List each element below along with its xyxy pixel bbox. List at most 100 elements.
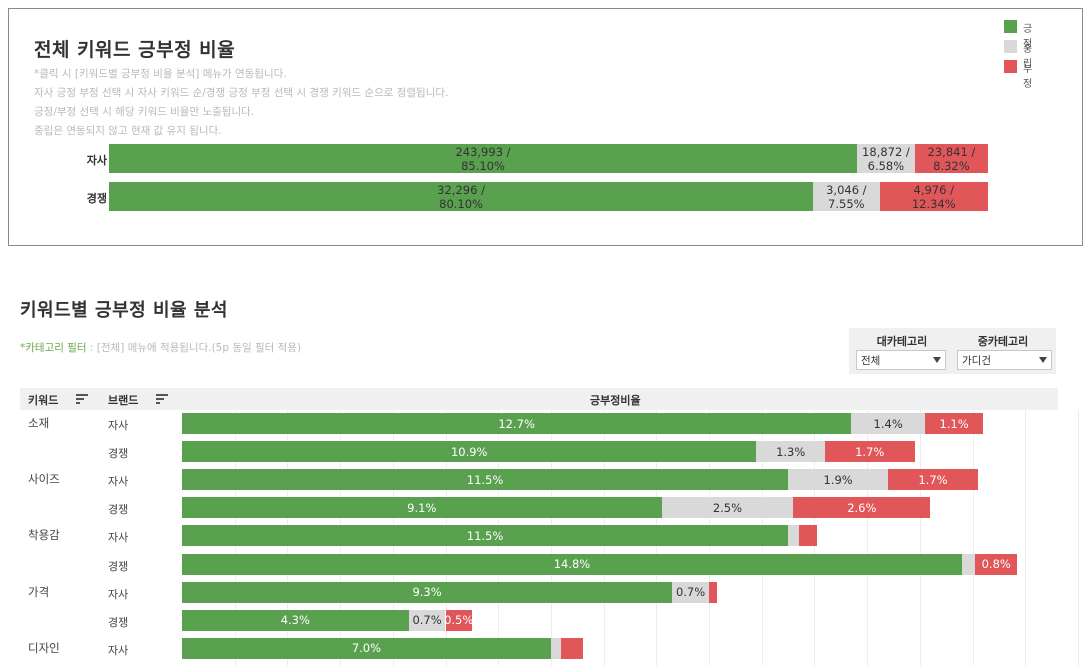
bar-negative[interactable]: 1.1% (925, 413, 984, 434)
table-header: 키워드 브랜드 긍부정비율 (20, 388, 1058, 410)
bar-neutral-0[interactable]: 18,872 / 6.58% (857, 144, 915, 173)
bar-negative[interactable]: 1.7% (888, 469, 978, 491)
bar-label: 12.7% (498, 416, 535, 431)
bar-neutral[interactable]: 0.7% (408, 609, 446, 631)
bar-positive[interactable]: 9.3% (182, 581, 673, 603)
legend-label-negative: 부정 (1023, 64, 1033, 90)
bar-label: 0.8% (981, 557, 1011, 571)
bar-label: 11.5% (466, 528, 504, 543)
bar-label: 1.4% (873, 416, 903, 431)
chevron-down-icon[interactable] (933, 357, 941, 363)
keyword-label: 착용감 (28, 528, 60, 543)
bar-negative[interactable] (561, 637, 583, 659)
keyword-label: 소재 (28, 416, 50, 430)
bar-label: 4.3% (280, 613, 310, 628)
sort-icon[interactable] (156, 394, 168, 404)
sub-category-label: 중카테고리 (977, 335, 1029, 348)
gridline (1077, 410, 1079, 666)
bar-neutral[interactable]: 0.7% (672, 581, 709, 603)
ratio-column-header: 긍부정비율 (590, 394, 641, 407)
keyword-label: 디자인 (28, 640, 60, 655)
brand-label: 경쟁 (108, 503, 129, 517)
bar-positive-0[interactable]: 243,993 / 85.10% (109, 144, 858, 173)
bar-negative[interactable] (709, 581, 717, 603)
bar-neutral[interactable]: 1.9% (788, 469, 889, 491)
bar-positive[interactable]: 7.0% (182, 637, 551, 659)
row-label-competitor: 경쟁 (86, 192, 107, 205)
bar-neutral[interactable]: 2.5% (661, 497, 794, 519)
bar-label: 2.6% (847, 500, 877, 515)
bar-label: 1.7% (918, 472, 948, 487)
bar-neutral[interactable] (961, 553, 976, 575)
bar-positive[interactable]: 11.5% (182, 469, 789, 491)
bar-label: 10.9% (450, 444, 488, 459)
major-category-value: 전체 (861, 355, 881, 367)
filter-note-text: : [전체] 메뉴에 적용됩니다.(5p 동일 필터 적용) (86, 342, 302, 354)
bar-neutral[interactable]: 1.3% (756, 441, 825, 463)
chevron-down-icon[interactable] (1039, 357, 1047, 363)
overall-sentiment-title: 전체 키워드 긍부정 비율 (34, 39, 236, 61)
bar-label: 14.8% (553, 557, 591, 571)
legend-label-positive: 긍정 (1023, 24, 1033, 50)
note-line-2: 자사 긍정 부정 선택 시 자사 키워드 순/경쟁 긍정 부정 선택 시 경쟁 … (34, 87, 449, 99)
bar-positive[interactable]: 9.1% (182, 497, 662, 519)
bar-label: 11.5% (466, 472, 504, 487)
bar-neutral-1[interactable]: 3,046 / 7.55% (813, 182, 880, 211)
legend-swatch-negative (1004, 60, 1017, 73)
bar-label: 23,841 / 8.32% (927, 144, 976, 173)
bar-label: 0.7% (675, 585, 706, 600)
gridline (1025, 410, 1027, 666)
note-line-3: 긍정/부정 선택 시 해당 키워드 비율만 노출됩니다. (34, 106, 255, 118)
bar-label: 7.0% (351, 641, 382, 656)
gridline (919, 410, 921, 666)
bar-neutral[interactable] (788, 525, 799, 547)
bar-label: 1.3% (776, 444, 806, 459)
bar-negative[interactable]: 1.7% (824, 441, 915, 463)
brand-label: 경쟁 (108, 447, 129, 461)
bar-label: 0.5% (445, 613, 472, 628)
note-line-4: 중립은 연동되지 않고 현재 값 유지 됩니다. (34, 125, 222, 137)
bar-positive[interactable]: 12.7% (182, 413, 852, 434)
brand-label: 자사 (108, 475, 129, 489)
bar-negative-0[interactable]: 23,841 / 8.32% (914, 144, 988, 173)
keyword-sentiment-title: 키워드별 긍부정 비율 분석 (20, 300, 228, 321)
bar-positive-1[interactable]: 32,296 / 80.10% (109, 182, 814, 211)
bar-negative[interactable]: 0.5% (445, 609, 472, 631)
bar-positive[interactable]: 4.3% (182, 609, 409, 631)
bar-label: 18,872 / 6.58% (862, 144, 910, 173)
gridline (867, 410, 869, 666)
sort-icon[interactable] (76, 394, 88, 404)
filter-note: *카테고리 필터 : [전체] 메뉴에 적용됩니다.(5p 동일 필터 적용) (20, 340, 301, 355)
overall-sentiment-panel: 전체 키워드 긍부정 비율 *클릭 시 [키워드별 긍부정 비율 분석] 메뉴가… (8, 8, 1083, 246)
filter-note-highlight: *카테고리 필터 (20, 342, 87, 354)
bar-positive[interactable]: 14.8% (182, 553, 962, 575)
major-category-label: 대카테고리 (876, 335, 928, 348)
bar-positive[interactable]: 11.5% (182, 525, 789, 547)
bar-label: 4,976 / 12.34% (911, 182, 956, 211)
bar-label: 2.5% (712, 500, 743, 515)
category-filter-panel: 대카테고리 중카테고리 전체 가디건 (849, 328, 1056, 374)
major-category-select[interactable]: 전체 (856, 350, 946, 370)
row-label-own: 자사 (86, 154, 107, 167)
keyword-label: 가격 (28, 584, 50, 599)
bar-negative[interactable]: 2.6% (793, 497, 931, 519)
bar-neutral[interactable] (550, 637, 562, 659)
bar-negative-1[interactable]: 4,976 / 12.34% (879, 182, 988, 211)
legend-swatch-positive (1004, 20, 1017, 33)
bar-label: 3,046 / 7.55% (826, 182, 867, 211)
brand-label: 자사 (108, 587, 129, 601)
sub-category-value: 가디건 (962, 355, 991, 367)
sub-category-select[interactable]: 가디건 (957, 350, 1052, 370)
keyword-column-header[interactable]: 키워드 (28, 394, 59, 407)
bar-negative[interactable] (798, 525, 818, 547)
brand-column-header[interactable]: 브랜드 (108, 394, 139, 407)
bar-negative[interactable]: 0.8% (975, 553, 1018, 575)
gridline (972, 410, 974, 666)
bar-positive[interactable]: 10.9% (182, 441, 757, 463)
bar-label: 0.7% (412, 613, 442, 628)
bar-label: 1.9% (823, 472, 853, 487)
brand-label: 경쟁 (108, 559, 129, 573)
bar-neutral[interactable]: 1.4% (851, 413, 926, 434)
legend-swatch-neutral (1004, 40, 1017, 53)
bar-label: 9.1% (407, 500, 437, 515)
